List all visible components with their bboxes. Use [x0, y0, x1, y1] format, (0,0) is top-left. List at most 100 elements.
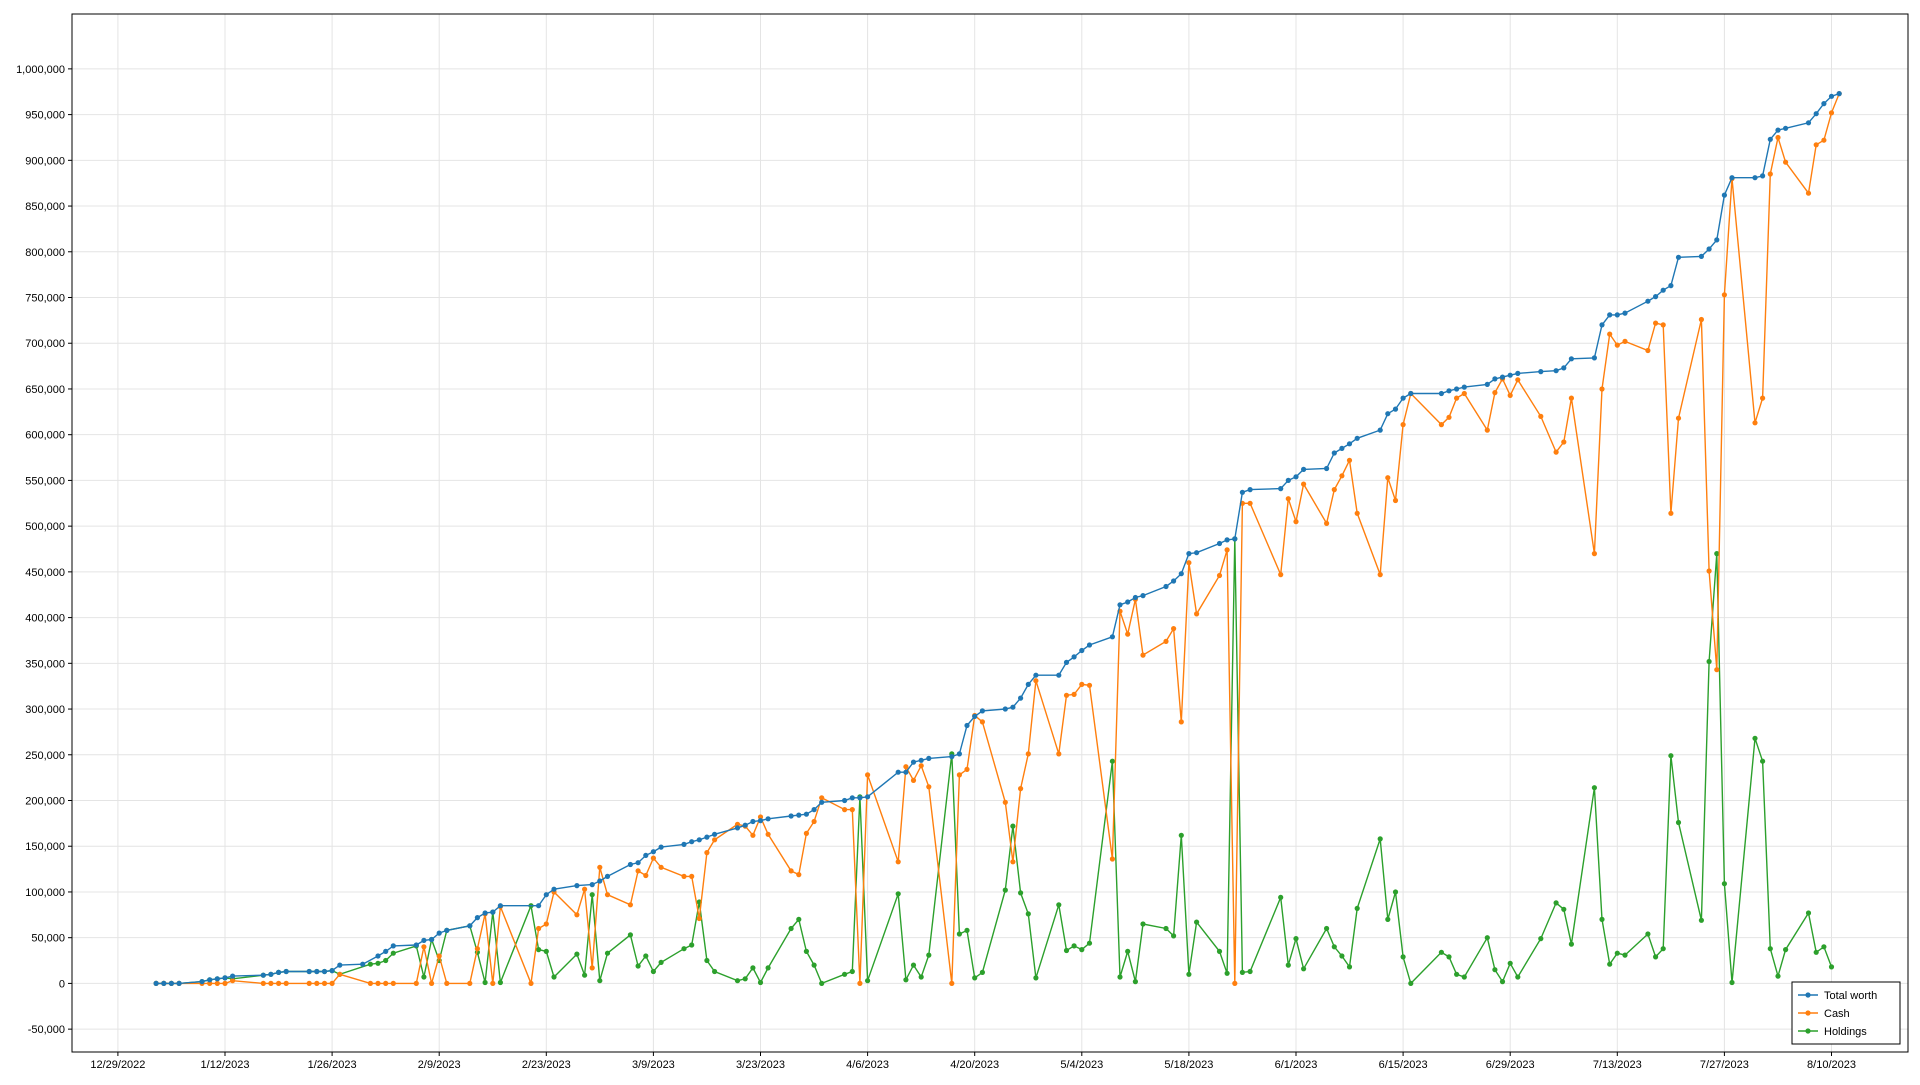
data-point-holdings[interactable]: [1828, 964, 1835, 970]
data-point-holdings[interactable]: [1354, 905, 1360, 912]
data-point-cash[interactable]: [1354, 510, 1360, 516]
data-point-cash[interactable]: [490, 980, 496, 987]
data-point-holdings[interactable]: [712, 968, 718, 975]
data-point-cash[interactable]: [1752, 420, 1758, 426]
data-point-cash[interactable]: [1599, 386, 1605, 392]
data-point-total-worth[interactable]: [765, 816, 771, 822]
data-point-cash[interactable]: [1438, 422, 1444, 428]
data-point-cash[interactable]: [222, 980, 228, 987]
data-point-cash[interactable]: [1018, 786, 1024, 792]
data-point-total-worth[interactable]: [1033, 672, 1039, 678]
data-point-cash[interactable]: [964, 766, 970, 773]
data-point-holdings[interactable]: [1675, 819, 1682, 826]
data-point-total-worth[interactable]: [597, 878, 603, 884]
data-point-total-worth[interactable]: [1499, 374, 1506, 380]
data-point-total-worth[interactable]: [337, 962, 343, 968]
data-point-cash[interactable]: [757, 814, 764, 820]
data-point-holdings[interactable]: [574, 951, 580, 957]
data-point-holdings[interactable]: [604, 950, 611, 956]
data-point-total-worth[interactable]: [260, 972, 266, 978]
data-point-total-worth[interactable]: [635, 860, 641, 866]
data-point-cash[interactable]: [796, 872, 802, 878]
data-point-cash[interactable]: [1301, 481, 1307, 487]
data-point-total-worth[interactable]: [704, 834, 710, 840]
data-point-total-worth[interactable]: [1461, 384, 1467, 390]
data-point-cash[interactable]: [1553, 449, 1559, 455]
data-point-total-worth[interactable]: [1614, 312, 1620, 318]
data-point-total-worth[interactable]: [1339, 445, 1345, 451]
data-point-total-worth[interactable]: [1224, 537, 1230, 543]
data-point-cash[interactable]: [1591, 551, 1597, 557]
data-point-cash[interactable]: [467, 980, 473, 987]
data-point-holdings[interactable]: [972, 975, 978, 981]
data-point-total-worth[interactable]: [1454, 386, 1460, 392]
data-point-cash[interactable]: [329, 980, 335, 987]
data-point-holdings[interactable]: [1538, 936, 1544, 942]
data-point-cash[interactable]: [1385, 475, 1391, 481]
data-point-cash[interactable]: [849, 807, 855, 813]
data-point-total-worth[interactable]: [964, 722, 970, 729]
data-point-holdings[interactable]: [1721, 881, 1727, 887]
data-point-holdings[interactable]: [1645, 931, 1651, 937]
data-point-total-worth[interactable]: [1010, 704, 1016, 710]
data-point-cash[interactable]: [1071, 691, 1077, 698]
data-point-total-worth[interactable]: [375, 953, 381, 959]
data-point-total-worth[interactable]: [1002, 706, 1008, 712]
data-point-total-worth[interactable]: [1171, 578, 1177, 584]
data-point-cash[interactable]: [1454, 395, 1460, 401]
data-point-holdings[interactable]: [421, 974, 427, 980]
data-point-cash[interactable]: [1805, 190, 1812, 196]
data-point-total-worth[interactable]: [1056, 672, 1062, 678]
data-point-holdings[interactable]: [1492, 967, 1498, 973]
data-point-holdings[interactable]: [1813, 949, 1819, 955]
data-point-total-worth[interactable]: [949, 754, 955, 760]
data-point-total-worth[interactable]: [1377, 427, 1383, 433]
data-point-holdings[interactable]: [650, 968, 657, 975]
data-point-total-worth[interactable]: [1293, 474, 1299, 480]
data-point-total-worth[interactable]: [1821, 101, 1827, 107]
data-point-total-worth[interactable]: [604, 873, 611, 880]
data-point-total-worth[interactable]: [972, 713, 978, 720]
data-point-holdings[interactable]: [1163, 925, 1169, 932]
data-point-total-worth[interactable]: [429, 936, 435, 943]
data-point-cash[interactable]: [658, 864, 664, 870]
data-point-cash[interactable]: [1163, 638, 1169, 645]
data-point-total-worth[interactable]: [742, 822, 748, 828]
data-point-total-worth[interactable]: [161, 980, 167, 987]
data-point-holdings[interactable]: [1063, 947, 1070, 954]
data-point-holdings[interactable]: [1194, 919, 1200, 925]
data-point-holdings[interactable]: [1109, 758, 1115, 764]
data-point-cash[interactable]: [276, 980, 282, 987]
data-point-cash[interactable]: [1614, 342, 1620, 348]
data-point-cash[interactable]: [949, 980, 955, 987]
data-point-cash[interactable]: [474, 946, 480, 952]
data-point-holdings[interactable]: [1301, 966, 1307, 972]
data-point-holdings[interactable]: [1293, 936, 1299, 942]
data-point-total-worth[interactable]: [329, 968, 335, 974]
data-point-total-worth[interactable]: [979, 708, 986, 714]
data-point-cash[interactable]: [413, 980, 419, 987]
data-point-cash[interactable]: [306, 980, 312, 987]
data-point-cash[interactable]: [390, 980, 396, 987]
data-point-total-worth[interactable]: [956, 751, 963, 757]
data-point-total-worth[interactable]: [627, 861, 634, 868]
data-point-holdings[interactable]: [1400, 954, 1406, 960]
data-point-cash[interactable]: [1446, 414, 1452, 420]
data-point-total-worth[interactable]: [1446, 388, 1452, 394]
data-point-total-worth[interactable]: [436, 930, 442, 936]
data-point-total-worth[interactable]: [650, 849, 657, 855]
data-point-total-worth[interactable]: [796, 812, 802, 818]
data-point-cash[interactable]: [704, 850, 710, 856]
data-point-holdings[interactable]: [383, 957, 389, 964]
data-point-total-worth[interactable]: [490, 909, 496, 915]
data-point-cash[interactable]: [1063, 692, 1070, 698]
data-point-holdings[interactable]: [497, 979, 503, 986]
data-point-cash[interactable]: [1515, 377, 1521, 383]
data-point-total-worth[interactable]: [1025, 681, 1031, 688]
data-point-total-worth[interactable]: [1438, 390, 1444, 397]
data-point-total-worth[interactable]: [1071, 654, 1077, 660]
data-point-total-worth[interactable]: [903, 769, 909, 775]
data-point-cash[interactable]: [536, 925, 542, 932]
data-point-holdings[interactable]: [1216, 948, 1223, 955]
data-point-total-worth[interactable]: [926, 755, 932, 762]
